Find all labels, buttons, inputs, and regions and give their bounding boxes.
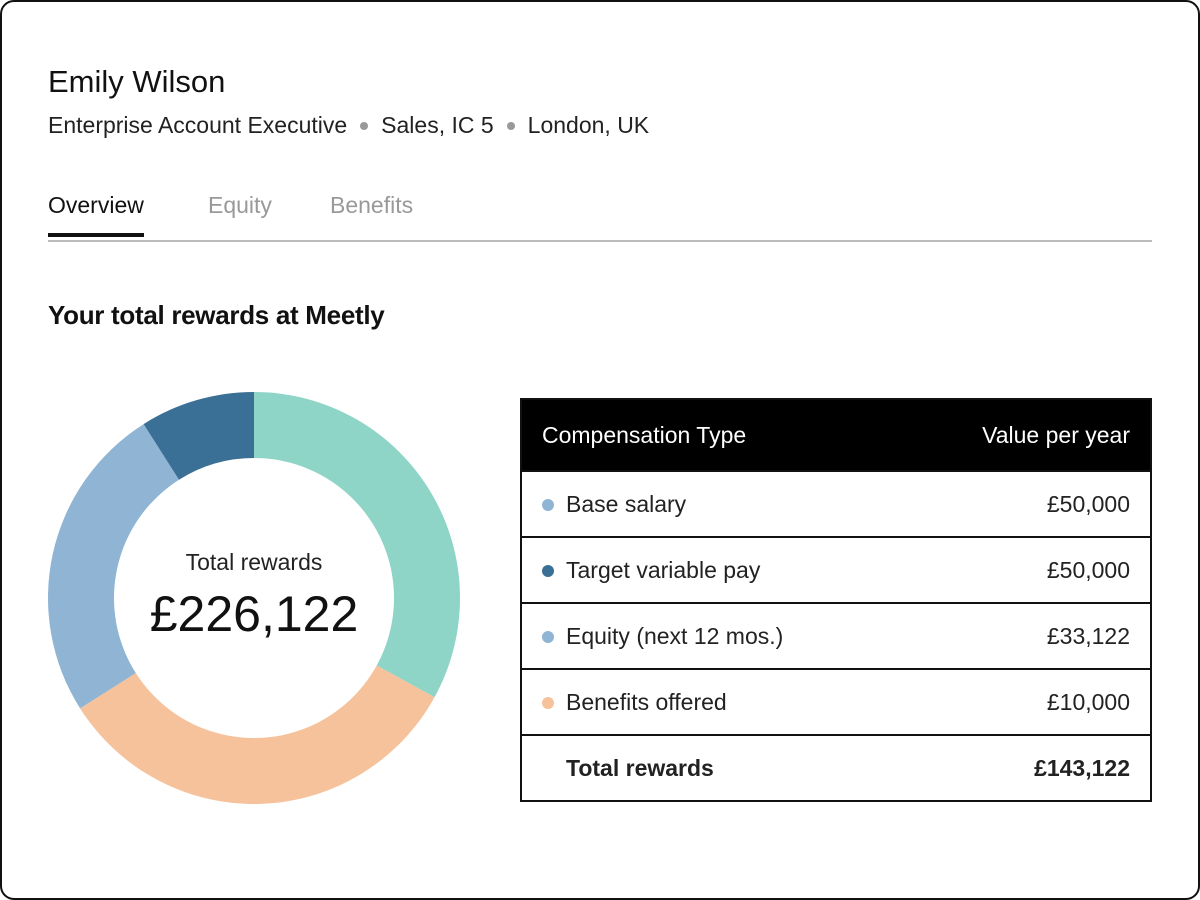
value-cell: £50,000 [898, 536, 1151, 603]
table-row: Target variable pay £50,000 [521, 536, 1151, 603]
legend-dot [542, 697, 554, 710]
total-row: Total rewards £143,122 [521, 734, 1151, 801]
separator-dot [506, 121, 515, 130]
value-cell: £33,122 [898, 602, 1151, 669]
compensation-table: Compensation Type Value per year Base sala… [520, 398, 1152, 802]
table-header: Compensation Type Value per year [521, 399, 1151, 471]
table-row: Equity (next 12 mos.) £33,122 [521, 602, 1151, 669]
detail-text: London, UK [527, 112, 650, 138]
donut-segment [80, 665, 435, 805]
type-text: Equity (next 12 mos.) [566, 622, 784, 649]
employee-name: Emily Wilson [48, 64, 226, 99]
center-value: £226,122 [150, 586, 359, 642]
value-cell: £10,000 [898, 668, 1151, 735]
tab[interactable]: Equity [208, 192, 272, 218]
separator-dot [360, 121, 369, 130]
total-label: Total rewards [521, 734, 899, 801]
total-value: £143,122 [898, 734, 1151, 801]
tab[interactable]: Overview [48, 192, 144, 237]
tab-bar: Overview Equity Benefits [48, 192, 1152, 242]
type-text: Benefits offered [566, 688, 727, 715]
table-row: Benefits offered £10,000 [521, 668, 1151, 735]
donut-segment [48, 424, 179, 709]
detail-text: Enterprise Account Executive [48, 112, 348, 138]
center-label: Total rewards [186, 549, 323, 575]
donut-segment [254, 392, 460, 698]
donut-segment [143, 392, 254, 480]
type-text: Base salary [566, 490, 687, 517]
type-text: Target variable pay [566, 556, 761, 583]
type-cell: Equity (next 12 mos.) [521, 602, 899, 669]
employee-details: Enterprise Account Executive Sales, IC 5 L… [48, 112, 649, 139]
value-cell: £50,000 [898, 470, 1151, 537]
tab[interactable]: Benefits [330, 192, 414, 218]
header-cell: Value per year [898, 399, 1151, 471]
type-cell: Benefits offered [521, 668, 899, 735]
type-cell: Base salary [521, 470, 899, 537]
section-title: Your total rewards at Meetly [48, 300, 385, 330]
header-cell: Compensation Type [521, 399, 899, 471]
legend-dot [542, 565, 554, 578]
detail-text: Sales, IC 5 [381, 112, 494, 138]
type-cell: Target variable pay [521, 536, 899, 603]
table-row: Base salary £50,000 [521, 470, 1151, 537]
legend-dot [542, 631, 554, 644]
legend-dot [542, 499, 554, 512]
